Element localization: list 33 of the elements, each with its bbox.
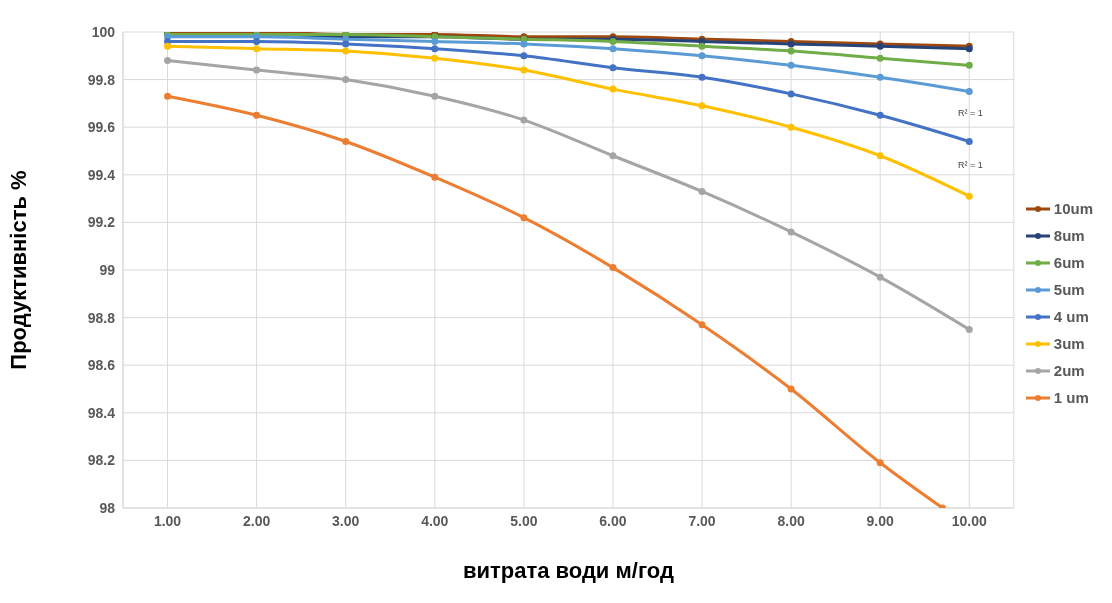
x-tick-label: 5.00 [510, 512, 538, 529]
y-axis-title: Продуктивність % [5, 170, 31, 370]
y-tick-label: 99.6 [87, 119, 116, 136]
annotation: R² = 1 [958, 108, 983, 118]
y-tick-label: 98 [99, 499, 116, 516]
legend-label: 5um [1053, 281, 1085, 298]
legend-label: 6um [1053, 254, 1085, 271]
x-tick-label: 6.00 [599, 512, 627, 529]
y-tick-label: 99.4 [87, 166, 116, 183]
y-tick-label: 99 [99, 261, 116, 278]
x-tick-label: 2.00 [243, 512, 271, 529]
annotation: R² = 1 [958, 160, 983, 170]
y-tick-label: 99.8 [87, 71, 116, 88]
y-tick-label: 99.2 [87, 214, 116, 231]
y-tick-label: 98.6 [87, 357, 116, 374]
legend-label: 3um [1053, 335, 1085, 352]
legend-label: 8um [1053, 227, 1085, 244]
x-tick-label: 8.00 [777, 512, 805, 529]
x-tick-label: 10.00 [951, 512, 987, 529]
x-tick-label: 1.00 [153, 512, 182, 529]
y-tick-label: 100 [91, 23, 116, 40]
x-tick-label: 3.00 [332, 512, 360, 529]
x-tick-label: 7.00 [688, 512, 716, 529]
legend-label: 10um [1053, 200, 1093, 217]
y-tick-label: 98.2 [87, 452, 116, 469]
legend-label: 1 um [1053, 389, 1089, 406]
y-tick-label: 98.8 [87, 309, 116, 326]
legend-label: 2um [1053, 362, 1085, 379]
x-tick-label: 4.00 [421, 512, 449, 529]
x-tick-label: 9.00 [866, 512, 895, 529]
legend-label: 4 um [1053, 308, 1089, 325]
y-tick-label: 98.4 [87, 404, 116, 421]
x-axis-title: витрата води м/год [462, 558, 674, 583]
